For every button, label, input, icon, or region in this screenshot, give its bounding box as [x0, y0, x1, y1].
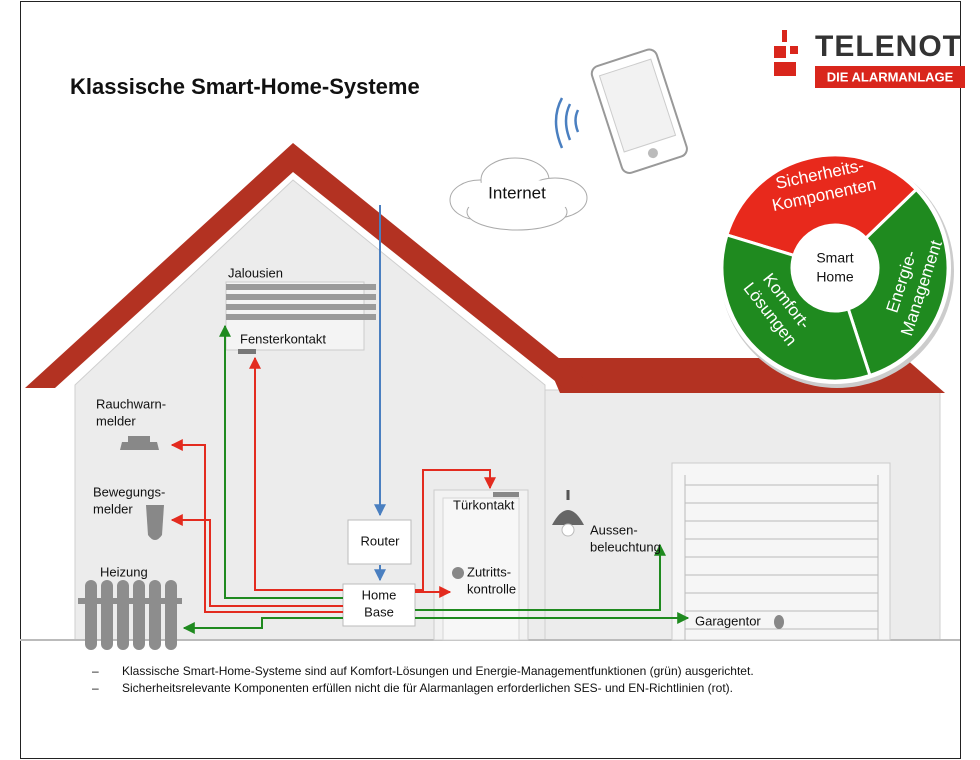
node-label: Aussen-	[590, 522, 638, 537]
lamp-bulb	[562, 524, 574, 536]
note-marker: –	[92, 681, 99, 695]
garage-sensor	[774, 615, 784, 629]
node-label: Rauchwarn-	[96, 396, 166, 411]
page: TELENOT DIE ALARMANLAGE Klassische Smart…	[0, 0, 980, 760]
logo-tagline: DIE ALARMANLAGE	[827, 69, 954, 84]
node-label: melder	[93, 501, 133, 516]
note-text: Sicherheitsrelevante Komponenten erfülle…	[122, 681, 733, 695]
cloud-label: Internet	[488, 183, 546, 202]
node-label: Fensterkontakt	[240, 331, 326, 346]
node-label: Garagentor	[695, 613, 761, 628]
node-label: Zutritts-	[467, 564, 511, 579]
node-label: Jalousien	[228, 265, 283, 280]
door-sensor	[493, 492, 519, 497]
note-marker: –	[92, 664, 99, 678]
node-label: Router	[360, 533, 400, 548]
node-label: Home	[362, 587, 397, 602]
node-label: Bewegungs-	[93, 484, 165, 499]
window-sensor	[238, 349, 256, 354]
title: Klassische Smart-Home-Systeme	[70, 74, 420, 99]
node-label: Base	[364, 604, 394, 619]
wheel-center-label: Home	[816, 269, 854, 285]
note-text: Klassische Smart-Home-Systeme sind auf K…	[122, 664, 754, 678]
node-label: beleuchtung	[590, 539, 661, 554]
node-label: melder	[96, 413, 136, 428]
motion-detector	[146, 505, 164, 540]
wheel-center-label: Smart	[816, 250, 853, 266]
node-label: Türkontakt	[453, 497, 515, 512]
node-label: kontrolle	[467, 581, 516, 596]
access-reader	[452, 567, 464, 579]
logo-name: TELENOT	[815, 30, 962, 63]
node-label: Heizung	[100, 564, 148, 579]
